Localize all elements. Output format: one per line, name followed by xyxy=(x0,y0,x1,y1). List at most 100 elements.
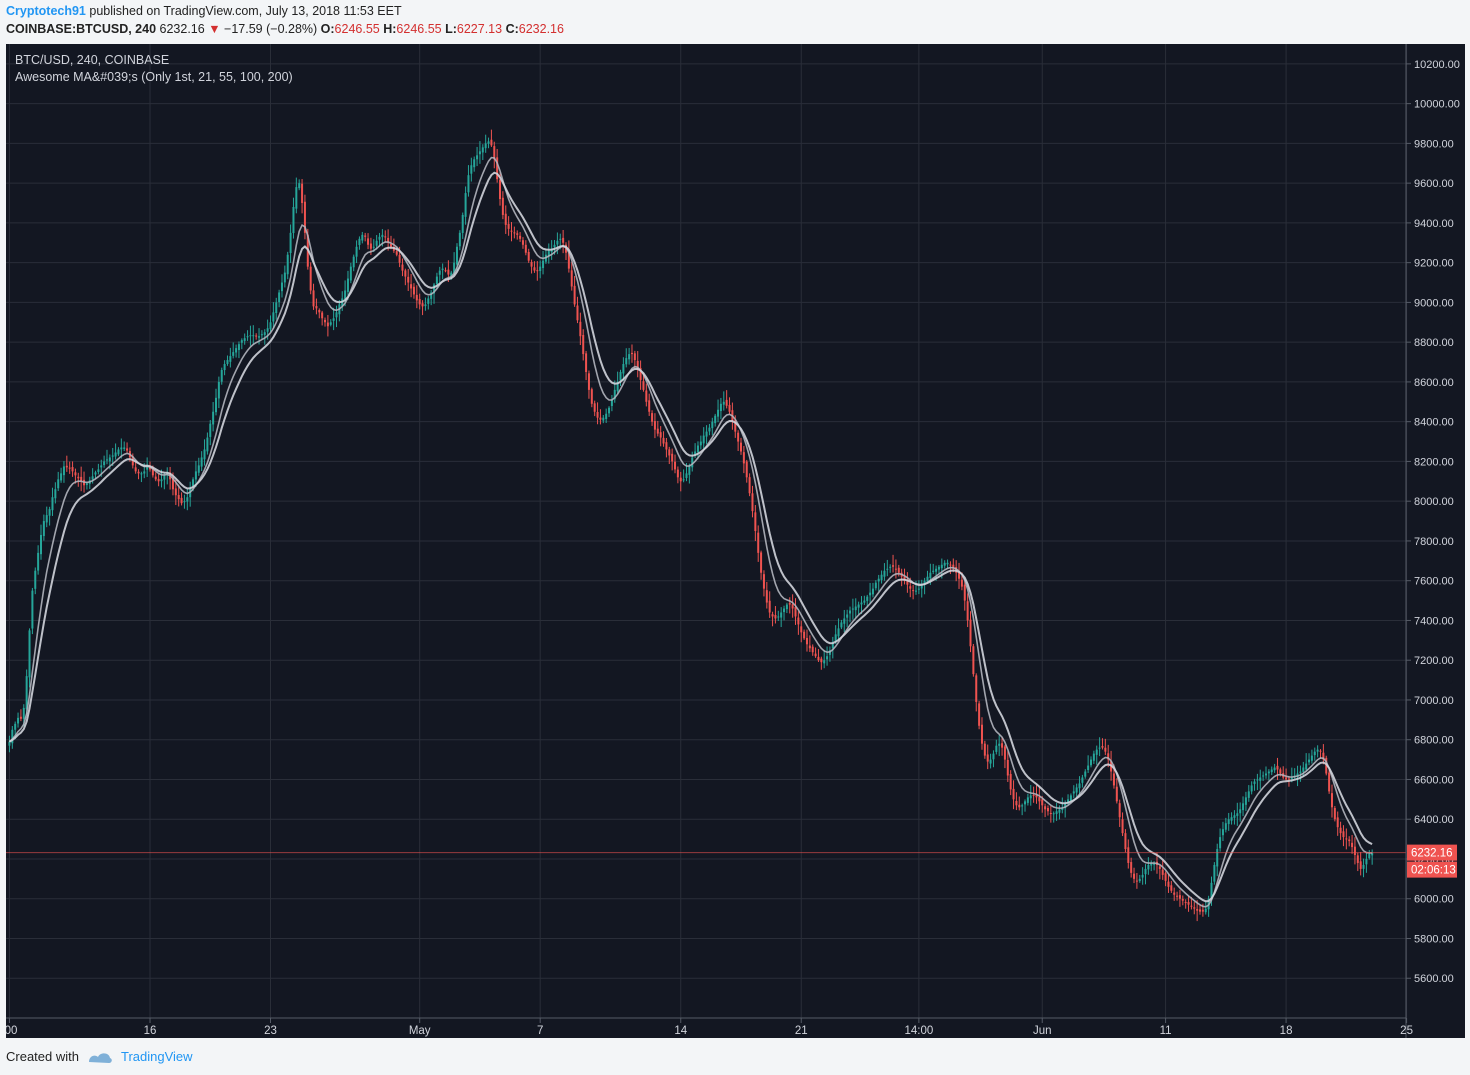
candle-body xyxy=(923,580,926,585)
candle-body xyxy=(587,373,590,390)
candle-body xyxy=(1196,909,1199,911)
price-tick-label: 10200.00 xyxy=(1414,59,1460,71)
candle-body xyxy=(427,298,430,304)
candle-body xyxy=(1322,752,1325,760)
candle-body xyxy=(768,600,771,613)
candle-body xyxy=(1365,858,1368,865)
candle-body xyxy=(1336,817,1339,828)
candle-body xyxy=(559,238,562,240)
time-tick-label: 14:00 xyxy=(904,1025,933,1037)
candle-body xyxy=(1069,795,1072,801)
candle-body xyxy=(685,473,688,478)
candle-body xyxy=(846,614,849,618)
candle-body xyxy=(1081,777,1084,783)
candle-body xyxy=(1153,862,1156,865)
candle-body xyxy=(501,197,504,215)
candle-body xyxy=(364,235,367,237)
candle-body xyxy=(278,292,281,303)
candle-body xyxy=(705,431,708,437)
candle-body xyxy=(280,282,283,292)
candle-body xyxy=(57,479,60,489)
candle-body xyxy=(263,332,266,335)
price-chart[interactable]: 5600.005800.006000.006200.006400.006600.… xyxy=(1,44,1465,1038)
candle-body xyxy=(854,606,857,611)
candle-body xyxy=(1041,799,1044,806)
time-tick-label: Jun xyxy=(1033,1025,1052,1037)
price-tick-label: 6600.00 xyxy=(1414,774,1454,786)
candle-body xyxy=(344,290,347,300)
candle-body xyxy=(1107,753,1110,760)
candle-body xyxy=(249,335,252,337)
candle-body xyxy=(1213,864,1216,882)
candle-body xyxy=(794,606,797,617)
candle-body xyxy=(68,467,71,469)
publish-text: published on TradingView.com, July 13, 2… xyxy=(89,4,402,18)
candle-body xyxy=(1035,795,1038,798)
candle-body xyxy=(1135,880,1138,882)
candle-body xyxy=(1141,874,1144,878)
candle-body xyxy=(1118,803,1121,818)
candle-body xyxy=(1095,749,1098,755)
candle-body xyxy=(869,592,872,596)
candle-body xyxy=(51,497,54,511)
candle-body xyxy=(960,579,963,587)
candle-body xyxy=(467,175,470,193)
open-label: O: xyxy=(320,22,335,36)
candle-body xyxy=(401,264,404,271)
countdown-value: 02:06:13 xyxy=(1411,865,1456,877)
candle-body xyxy=(539,266,542,271)
candle-body xyxy=(952,564,955,569)
candle-body xyxy=(478,151,481,155)
candle-body xyxy=(108,457,111,462)
candle-body xyxy=(1075,787,1078,793)
candle-body xyxy=(995,745,998,752)
candle-body xyxy=(668,449,671,456)
chart-area[interactable]: 5600.005800.006000.006200.006400.006600.… xyxy=(1,44,1465,1038)
candlestick-series xyxy=(8,129,1374,922)
ma-line xyxy=(8,171,1373,903)
candle-body xyxy=(1173,892,1176,895)
ma-line xyxy=(8,156,1373,908)
candle-body xyxy=(1150,862,1153,866)
candle-body xyxy=(800,626,803,633)
candle-body xyxy=(860,602,863,605)
candle-body xyxy=(1176,895,1179,897)
candle-body xyxy=(811,646,814,653)
candle-body xyxy=(616,381,619,392)
candle-body xyxy=(1330,793,1333,808)
candle-body xyxy=(719,403,722,412)
candle-body xyxy=(619,371,622,381)
candle-body xyxy=(1273,767,1276,771)
candle-body xyxy=(200,457,203,467)
candle-body xyxy=(418,298,421,305)
candle-body xyxy=(243,338,246,342)
candle-body xyxy=(412,286,415,295)
author-link[interactable]: Cryptotech91 xyxy=(6,4,86,18)
candle-body xyxy=(1216,849,1219,867)
candle-body xyxy=(54,489,57,499)
price-tick-label: 7400.00 xyxy=(1414,615,1454,627)
candle-body xyxy=(473,159,476,168)
candle-body xyxy=(748,477,751,494)
candle-body xyxy=(103,461,106,466)
candle-body xyxy=(699,441,702,446)
candle-body xyxy=(298,183,301,189)
candle-body xyxy=(203,449,206,460)
candle-body xyxy=(1001,743,1004,748)
candle-body xyxy=(48,509,51,516)
candle-body xyxy=(651,413,654,422)
candle-body xyxy=(648,400,651,412)
candle-body xyxy=(708,427,711,432)
candle-body xyxy=(1130,862,1133,873)
candle-body xyxy=(1133,873,1136,879)
candle-body xyxy=(711,421,714,429)
candle-body xyxy=(470,165,473,174)
tradingview-link[interactable]: TradingView xyxy=(120,1049,193,1064)
candle-body xyxy=(737,432,740,442)
candle-body xyxy=(519,235,522,239)
candle-body xyxy=(742,452,745,464)
candle-body xyxy=(1287,778,1290,780)
candle-body xyxy=(258,336,261,338)
candle-body xyxy=(441,268,444,271)
candle-body xyxy=(28,630,31,678)
